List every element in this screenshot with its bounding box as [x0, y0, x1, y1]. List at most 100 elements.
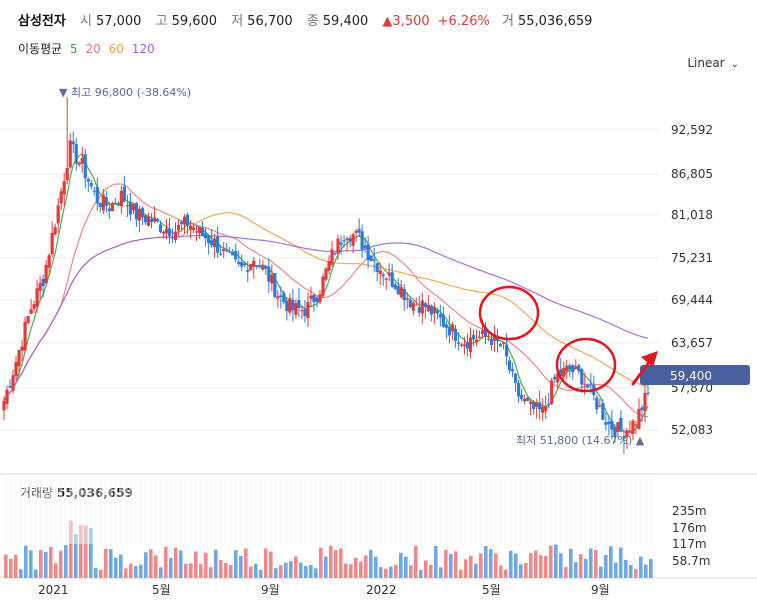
candle-body [372, 259, 376, 261]
volume-bar [229, 564, 233, 578]
scale-label: Linear [687, 56, 725, 70]
price-tick: 63,657 [671, 336, 713, 350]
candle-body [348, 238, 352, 242]
volume-bar [119, 554, 123, 578]
candle-body [423, 303, 427, 308]
volume-bg [534, 478, 538, 544]
volume-bg [529, 478, 533, 544]
volume-bar [644, 564, 648, 578]
volume-bg [634, 478, 638, 544]
volume-bar [379, 567, 383, 578]
candle-body [613, 427, 617, 437]
volume-bar [629, 564, 633, 578]
candlesticks [2, 97, 650, 454]
volume-bg [314, 478, 318, 544]
volume-bar [494, 553, 498, 578]
volume-bg [159, 478, 163, 544]
highlight-circle [478, 285, 540, 341]
price-tick: 69,444 [671, 293, 713, 307]
volume-bar [514, 553, 518, 578]
volume-bar [539, 555, 543, 578]
ma-5-label[interactable]: 5 [70, 42, 78, 56]
candle-body [646, 392, 650, 394]
volume-bg [479, 478, 483, 544]
volume-bar [549, 545, 553, 578]
volume-bar [294, 556, 298, 578]
volume-bg [369, 478, 373, 544]
volume-bar [4, 554, 8, 578]
candle-body [399, 287, 403, 298]
low-value: 56,700 [247, 14, 293, 29]
candle-body [29, 309, 33, 314]
volume-bg [394, 478, 398, 544]
x-tick: 5월 [482, 583, 501, 597]
volume-bg [449, 478, 453, 544]
candle-body [86, 178, 90, 182]
volume-bg [289, 478, 293, 544]
volume-bg [44, 478, 48, 544]
volume-bar [619, 547, 623, 578]
volume-bg [404, 478, 408, 544]
volume-bg [29, 478, 33, 544]
candle-body [510, 369, 515, 372]
volume-bar [184, 563, 188, 578]
candle-body [532, 402, 536, 409]
ma-20-line [3, 183, 649, 418]
volume-bar [29, 550, 33, 578]
candle-body [53, 227, 57, 235]
volume-bg [309, 478, 313, 544]
volume-bg [569, 478, 573, 544]
candle-body [213, 238, 217, 248]
candle-body [56, 205, 60, 224]
volume-bar [239, 556, 243, 578]
candle-body [152, 217, 157, 222]
candle-body [553, 376, 557, 380]
scale-dropdown[interactable]: Linear ⌄ [687, 56, 739, 70]
change-value: ▲3,500 [382, 14, 430, 29]
volume-bg [409, 478, 413, 544]
candle-body [345, 238, 349, 241]
volume-bg [4, 478, 8, 544]
candle-body [456, 342, 461, 344]
current-price-badge [640, 365, 750, 385]
ma-60-label[interactable]: 60 [108, 42, 124, 56]
candle-body [240, 261, 244, 267]
candle-body [384, 278, 388, 280]
candle-body [538, 402, 542, 410]
candle-body [47, 255, 51, 268]
volume-bg [549, 478, 553, 544]
candle-body [65, 167, 69, 181]
change-percent: +6.26% [437, 14, 490, 29]
volume-bg [54, 478, 58, 544]
volume-bg [334, 478, 338, 544]
candle-body [462, 344, 467, 347]
candle-body [234, 250, 238, 260]
candle-body [535, 402, 539, 407]
volume-bar [49, 547, 53, 578]
candle-body [300, 310, 304, 312]
volume-bar [364, 555, 368, 578]
volume-bg [109, 478, 113, 544]
volume-bar [154, 555, 158, 578]
candle-body [62, 181, 66, 195]
candle-body [571, 365, 575, 373]
volume-bar [274, 568, 278, 578]
volume-bg [364, 478, 368, 544]
volume-bar [9, 558, 13, 578]
volume-bar [434, 545, 438, 578]
candle-body [631, 420, 635, 435]
ma-120-label[interactable]: 120 [131, 42, 155, 56]
volume-bar [279, 565, 283, 578]
candle-body [255, 265, 259, 267]
candle-body [309, 295, 313, 299]
volume-bg [124, 478, 128, 544]
volume-bar [484, 546, 488, 578]
volume-bg [119, 478, 123, 544]
volume-bar [244, 548, 248, 578]
volume-bar [509, 550, 513, 578]
volume-bar [369, 550, 373, 578]
volume-value: 55,036,659 [517, 14, 593, 29]
candle-body [140, 208, 145, 218]
ma-20-label[interactable]: 20 [85, 42, 101, 56]
